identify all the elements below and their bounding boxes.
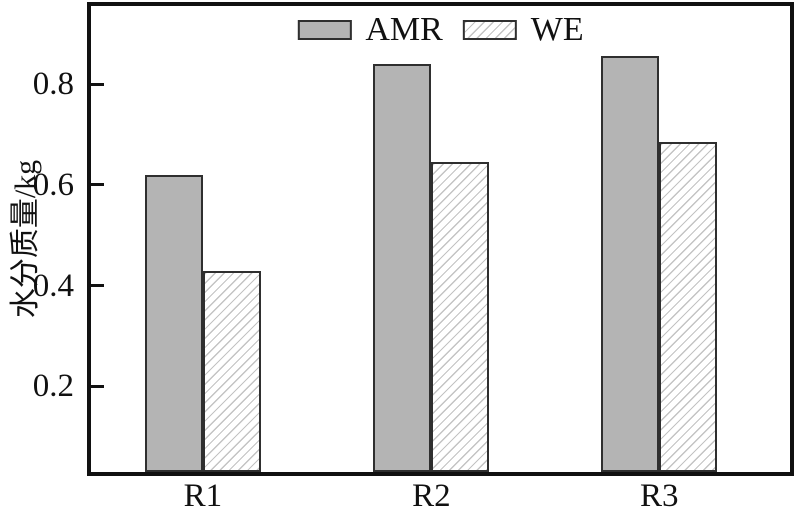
x-category-label-r3: R3 (640, 478, 679, 514)
y-axis-tick (91, 82, 104, 86)
legend-swatch-we (462, 20, 517, 40)
plot-area: AMR WE (87, 2, 794, 476)
y-axis-tick (91, 284, 104, 288)
bar-we-r1 (202, 270, 261, 472)
bar-amr-r3 (601, 56, 660, 472)
x-category-label-r1: R1 (183, 478, 223, 514)
legend-item-we: WE (462, 11, 584, 48)
y-tick-label: 0.6 (32, 166, 74, 203)
bar-amr-r2 (373, 63, 432, 472)
x-category-label-r2: R2 (412, 478, 451, 514)
y-tick-label: 0.2 (32, 368, 74, 405)
y-tick-label: 0.4 (32, 267, 74, 304)
y-axis-tick (91, 183, 104, 187)
legend-label-we: WE (530, 11, 584, 48)
bar-we-r3 (659, 142, 718, 472)
legend-item-amr: AMR (297, 11, 443, 48)
legend-label-amr: AMR (365, 11, 443, 48)
bar-we-r2 (431, 162, 490, 472)
y-tick-label: 0.8 (32, 66, 74, 103)
legend-swatch-amr (297, 20, 352, 40)
y-axis-tick (91, 384, 104, 388)
bar-amr-r1 (144, 174, 203, 472)
legend: AMR WE (297, 11, 584, 48)
